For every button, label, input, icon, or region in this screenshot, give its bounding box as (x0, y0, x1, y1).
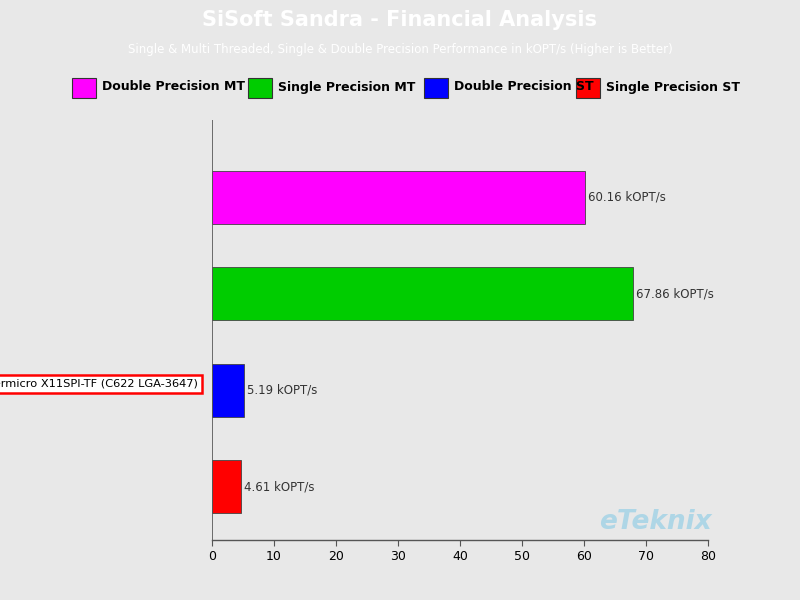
Text: Double Precision MT: Double Precision MT (102, 80, 246, 94)
FancyBboxPatch shape (248, 79, 272, 98)
FancyBboxPatch shape (424, 79, 448, 98)
Text: Single Precision MT: Single Precision MT (278, 80, 416, 94)
FancyBboxPatch shape (72, 79, 96, 98)
Text: Single & Multi Threaded, Single & Double Precision Performance in kOPT/s (Higher: Single & Multi Threaded, Single & Double… (128, 43, 672, 56)
Text: 67.86 kOPT/s: 67.86 kOPT/s (636, 287, 714, 300)
Text: 5.19 kOPT/s: 5.19 kOPT/s (247, 384, 318, 397)
Bar (212, 267, 633, 320)
Text: Double Precision ST: Double Precision ST (454, 80, 594, 94)
Bar (212, 170, 585, 224)
Text: Single Precision ST: Single Precision ST (606, 80, 741, 94)
Bar (212, 364, 244, 417)
Text: SiSoft Sandra - Financial Analysis: SiSoft Sandra - Financial Analysis (202, 10, 598, 30)
Text: 60.16 kOPT/s: 60.16 kOPT/s (588, 191, 666, 204)
Text: 4.61 kOPT/s: 4.61 kOPT/s (244, 481, 314, 493)
Bar (212, 460, 241, 514)
Text: Supermicro X11SPI-TF (C622 LGA-3647): Supermicro X11SPI-TF (C622 LGA-3647) (0, 379, 198, 389)
Text: eTeknix: eTeknix (599, 509, 712, 535)
FancyBboxPatch shape (576, 79, 600, 98)
